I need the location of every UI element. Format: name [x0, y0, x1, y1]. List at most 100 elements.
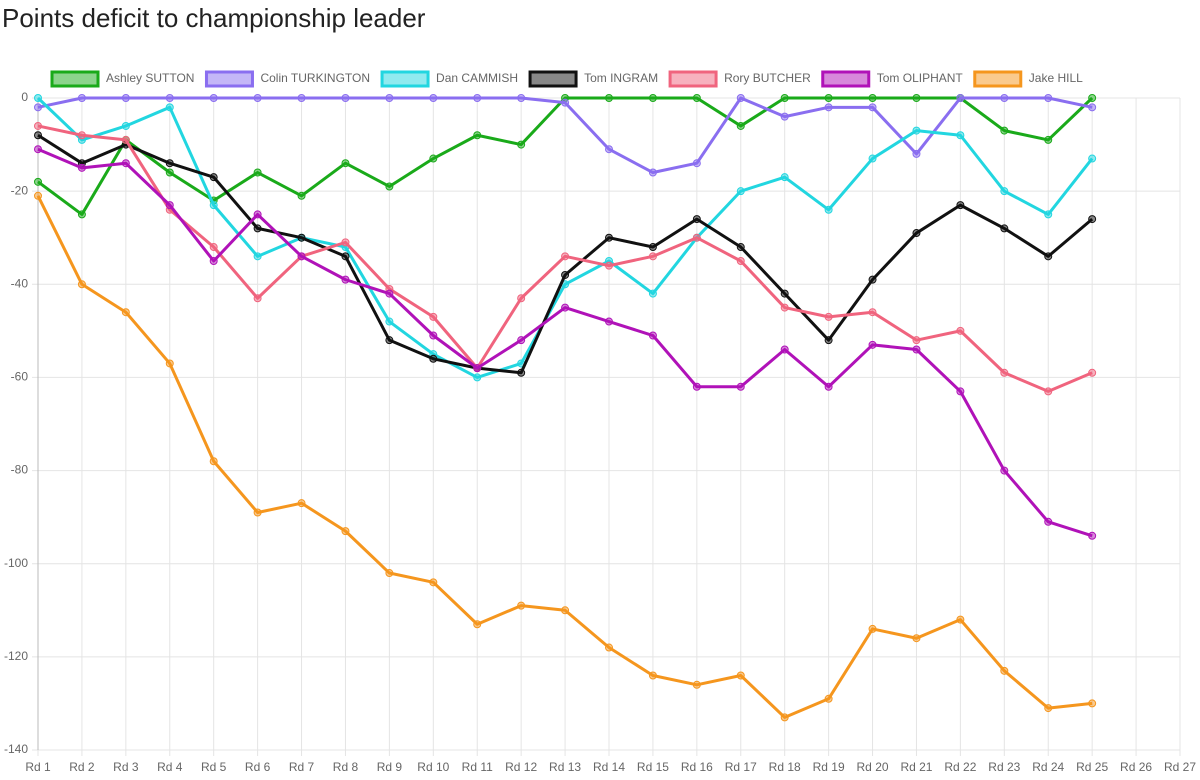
- data-point: [912, 229, 921, 238]
- data-point: [736, 382, 745, 391]
- legend-swatch: [821, 70, 871, 88]
- y-tick-label: -40: [11, 276, 29, 290]
- legend-swatch: [50, 70, 100, 88]
- data-point: [561, 98, 570, 107]
- data-point: [648, 671, 657, 680]
- data-point: [561, 303, 570, 312]
- legend-label: Tom INGRAM: [584, 71, 658, 85]
- x-tick-label: Rd 2: [69, 760, 95, 774]
- y-tick-label: -60: [11, 370, 29, 384]
- x-tick-label: Rd 11: [462, 760, 493, 774]
- data-point: [956, 131, 965, 140]
- data-point: [561, 252, 570, 261]
- data-point: [1088, 154, 1097, 163]
- data-point: [77, 210, 86, 219]
- data-point: [253, 508, 262, 517]
- data-point: [77, 131, 86, 140]
- data-point: [561, 270, 570, 279]
- data-point: [385, 569, 394, 578]
- data-point: [165, 359, 174, 368]
- x-tick-label: Rd 13: [549, 760, 581, 774]
- data-point: [77, 280, 86, 289]
- legend-label: Jake HILL: [1029, 71, 1083, 85]
- data-point: [1000, 666, 1009, 675]
- data-point: [868, 94, 877, 102]
- data-point: [1000, 368, 1009, 377]
- x-tick-label: Rd 7: [289, 760, 315, 774]
- data-point: [868, 103, 877, 112]
- data-point: [517, 336, 526, 345]
- data-point: [648, 94, 657, 102]
- data-point: [165, 168, 174, 177]
- data-point: [605, 261, 613, 270]
- data-point: [385, 336, 394, 345]
- data-point: [165, 103, 174, 112]
- data-point: [868, 275, 877, 284]
- data-point: [297, 94, 306, 102]
- data-point: [824, 336, 833, 345]
- x-tick-label: Rd 20: [857, 760, 889, 774]
- data-point: [736, 94, 745, 102]
- y-tick-label: -140: [4, 742, 28, 756]
- data-point: [780, 112, 789, 121]
- data-point: [473, 373, 482, 382]
- legend-label: Tom OLIPHANT: [877, 71, 964, 85]
- data-point: [165, 201, 174, 210]
- data-point: [824, 694, 833, 703]
- data-point: [692, 215, 701, 224]
- y-tick-label: -120: [4, 649, 28, 663]
- data-point: [605, 233, 613, 242]
- data-point: [297, 252, 306, 261]
- x-tick-label: Rd 21: [900, 760, 932, 774]
- data-point: [648, 243, 657, 252]
- legend-label: Ashley SUTTON: [106, 71, 194, 85]
- data-point: [648, 331, 657, 340]
- data-point: [605, 317, 613, 326]
- data-point: [34, 94, 42, 102]
- x-tick-label: Rd 4: [157, 760, 183, 774]
- data-point: [692, 680, 701, 689]
- legend-swatch: [668, 70, 718, 88]
- x-tick-label: Rd 16: [681, 760, 713, 774]
- data-point: [956, 94, 965, 102]
- data-point: [429, 94, 438, 102]
- data-point: [429, 312, 438, 321]
- data-point: [868, 308, 877, 317]
- data-point: [429, 578, 438, 587]
- x-tick-label: Rd 5: [201, 760, 227, 774]
- data-point: [692, 159, 701, 168]
- data-point: [297, 499, 306, 508]
- x-tick-label: Rd 27: [1164, 760, 1196, 774]
- data-point: [736, 187, 745, 196]
- data-point: [1000, 187, 1009, 196]
- x-tick-label: Rd 26: [1120, 760, 1152, 774]
- x-tick-label: Rd 9: [377, 760, 403, 774]
- data-point: [517, 94, 526, 102]
- data-point: [824, 103, 833, 112]
- data-point: [473, 364, 482, 373]
- data-point: [209, 257, 218, 265]
- x-tick-label: Rd 22: [944, 760, 976, 774]
- data-point: [1044, 94, 1053, 102]
- data-point: [297, 191, 306, 200]
- data-point: [209, 243, 218, 252]
- data-point: [1088, 103, 1097, 112]
- data-point: [692, 382, 701, 391]
- data-point: [1088, 699, 1097, 708]
- data-point: [34, 121, 42, 130]
- data-point: [1088, 368, 1097, 377]
- data-point: [1000, 466, 1009, 475]
- data-point: [956, 326, 965, 335]
- x-tick-label: Rd 19: [813, 760, 845, 774]
- data-point: [209, 173, 218, 182]
- data-point: [34, 191, 42, 200]
- data-point: [780, 173, 789, 182]
- data-point: [341, 238, 350, 247]
- data-point: [956, 387, 965, 396]
- x-tick-label: Rd 1: [25, 760, 51, 774]
- y-tick-label: 0: [21, 90, 28, 104]
- y-tick-label: -20: [11, 183, 29, 197]
- data-point: [34, 177, 42, 186]
- data-point: [517, 368, 526, 377]
- data-point: [165, 159, 174, 168]
